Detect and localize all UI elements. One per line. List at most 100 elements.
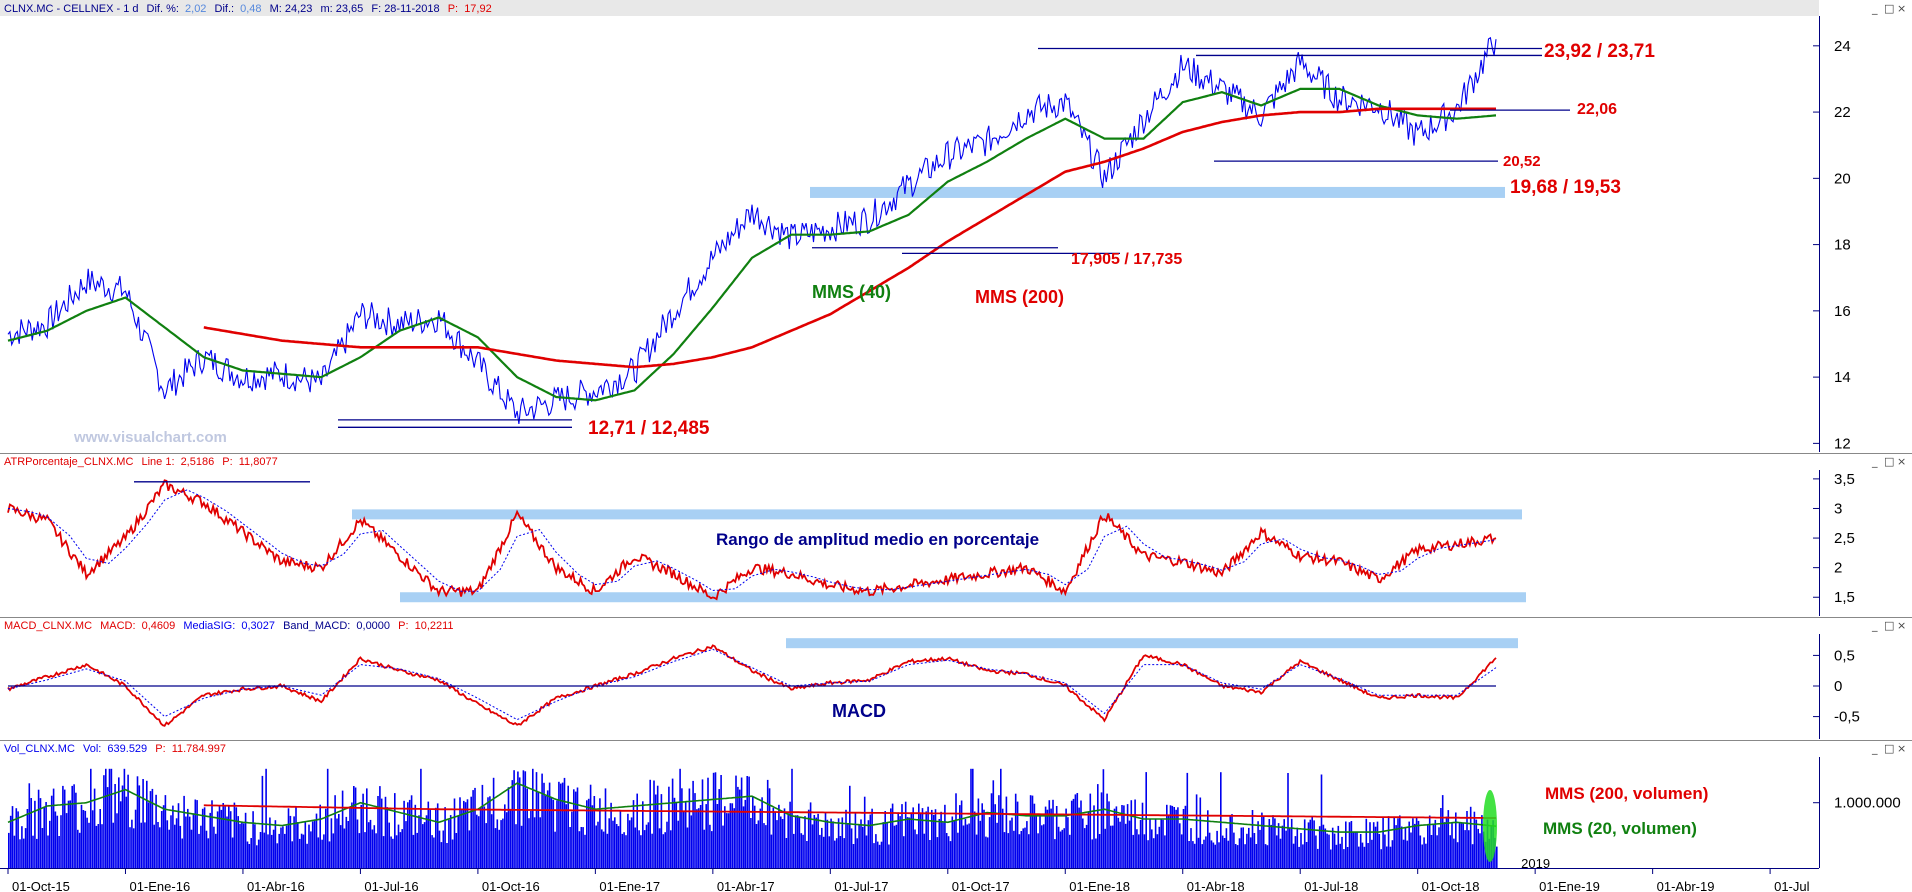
volume-bar [1091,839,1093,868]
volume-bar [1216,830,1218,868]
volume-bar [187,808,189,868]
volume-bar [408,799,411,868]
volume-bar [54,811,57,868]
volume-bar [1197,837,1200,868]
volume-bar [1404,827,1407,868]
volume-bar [367,822,370,868]
volume-bar [1048,800,1051,868]
volume-bar [134,809,137,868]
volume-bar [854,812,857,868]
volume-bar [647,822,650,868]
volume-bar [1205,836,1207,868]
indicator-annotations: Rango de amplitud medio en porcentaje MA… [716,530,1708,838]
volume-bar [1335,844,1338,868]
maximize-icon[interactable]: □ [1884,2,1894,15]
volume-bar [929,840,931,868]
volume-bar [41,828,44,868]
volume-bar [1134,799,1136,868]
volume-bar [216,811,219,868]
volume-bar [166,820,169,868]
minimize-icon[interactable]: _ [1871,742,1878,755]
maximize-icon[interactable]: □ [1884,455,1894,468]
volume-bar [479,807,482,868]
macd-signal-series [7,648,1497,721]
volume-bar [1033,803,1036,868]
volume-bar [724,806,726,868]
volume-bar [1313,820,1315,868]
volume-bar [733,808,735,868]
price-high: M: 24,23 [270,3,313,15]
macd-axis-tick-label: 0,5 [1834,647,1855,664]
minimize-icon[interactable]: _ [1871,2,1878,15]
volume-bar [766,779,769,868]
volume-bar [552,799,555,868]
volume-bar [323,834,325,868]
volume-bar [1350,821,1353,868]
close-icon[interactable]: × [1897,742,1906,755]
volume-bar [88,822,90,868]
price-close: 17,92 [464,3,492,15]
volume-bar [1475,819,1478,868]
volume-bar [1220,772,1222,868]
volume-bar [1188,841,1190,868]
volume-bar [957,832,959,868]
volume-bar [1236,845,1239,868]
volume-bar [401,829,403,868]
volume-bar [1496,846,1498,868]
volume-bar [863,796,866,868]
volume-bar [918,803,920,868]
atr-line: 2,5186 [181,456,215,468]
maximize-icon[interactable]: □ [1884,742,1894,755]
volume-bar [30,798,32,868]
volume-bar [259,832,262,868]
volume-bar [586,800,588,868]
volume-bar [759,808,762,868]
volume-bar [565,804,568,868]
macd-close: 10,2211 [415,620,454,632]
maximize-icon[interactable]: □ [1884,619,1894,632]
volume-bar [1266,845,1269,868]
minimize-icon[interactable]: _ [1871,455,1878,468]
volume-bar [828,836,831,868]
volume-bar [481,784,484,868]
volume-bar [770,834,773,868]
volume-bar [597,821,599,868]
volume-bar [683,811,685,868]
x-axis-tick-label: 01-Oct-15 [12,879,70,892]
svg-text:MACD_CLNX.MC MACD:: MACD_CLNX.MC MACD: 0,4609 MediaSIG: 0,30… [4,620,454,632]
volume-bar [640,835,642,868]
volume-bar [1277,823,1280,868]
volume-bar [811,824,814,868]
volume-bar [517,771,519,868]
volume-bar [1339,843,1341,868]
volume-bar [112,822,114,868]
volume-bar [1257,821,1259,868]
volume-bar [436,803,439,868]
volume-bar [485,823,487,868]
volume-bar [200,825,202,868]
volume-bar [369,819,372,868]
volume-bar [1115,806,1118,868]
volume-bar [1479,833,1481,868]
svg-text:ATRPorcentaje_CLNX.MC Li: ATRPorcentaje_CLNX.MC Line 1: 2,5186 P: … [4,456,278,468]
volume-bar [504,804,506,868]
close-icon[interactable]: × [1897,619,1906,632]
close-icon[interactable]: × [1897,2,1906,15]
close-icon[interactable]: × [1897,455,1906,468]
volume-bar [77,829,79,868]
volume-bar [897,812,899,868]
volume-bar [1408,821,1410,868]
volume-bar [1440,808,1442,868]
volume-bar [1029,795,1032,868]
volume-bar [1152,838,1155,868]
minimize-icon[interactable]: _ [1871,619,1878,632]
volume-bar [1298,846,1300,868]
volume-bar [1391,840,1394,868]
volume-bar [1356,831,1358,868]
price-close-label: P: [448,3,458,15]
volume-bar [694,793,696,868]
volume-bar [591,805,594,868]
volume-bar [729,803,732,868]
volume-bar [295,806,297,868]
volume-bar [248,844,251,868]
